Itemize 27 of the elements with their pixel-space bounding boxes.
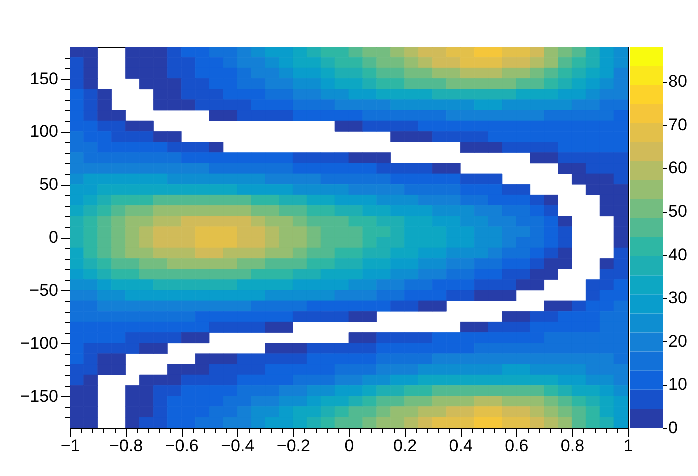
y-tick-label: 150 (30, 69, 58, 88)
color-bar-label: 70 (668, 115, 688, 134)
x-tick-label: −1 (60, 436, 80, 456)
x-tick-label: 0 (344, 436, 354, 456)
x-tick-label: 0.8 (560, 436, 585, 456)
y-tick-label: −150 (20, 386, 58, 406)
x-tick-label: 0.6 (505, 436, 529, 456)
x-tick-label: 1 (624, 436, 634, 456)
x-tick-label: −0.8 (110, 436, 144, 456)
x-tick-label: 0.4 (449, 436, 473, 456)
color-bar-label: 60 (668, 158, 688, 178)
y-tick-label: 100 (30, 122, 58, 142)
x-tick-label: −0.4 (221, 436, 255, 456)
x-tick-label: −0.6 (165, 436, 199, 456)
x-tick-label: 0.2 (393, 436, 418, 456)
x-tick-label: −0.2 (276, 436, 310, 456)
color-bar-label: 80 (668, 72, 688, 92)
color-bar-label: 0 (668, 418, 678, 438)
color-bar-label: 40 (668, 245, 688, 264)
y-tick-label: 50 (40, 175, 58, 194)
color-bar-label: 20 (668, 332, 688, 351)
y-tick-label: −100 (20, 334, 58, 353)
color-bar-label: 30 (668, 288, 688, 308)
color-bar-label: 10 (668, 375, 688, 394)
y-tick-label: 0 (49, 228, 58, 247)
y-tick-label: −50 (30, 280, 58, 300)
color-bar-label: 50 (668, 202, 688, 222)
